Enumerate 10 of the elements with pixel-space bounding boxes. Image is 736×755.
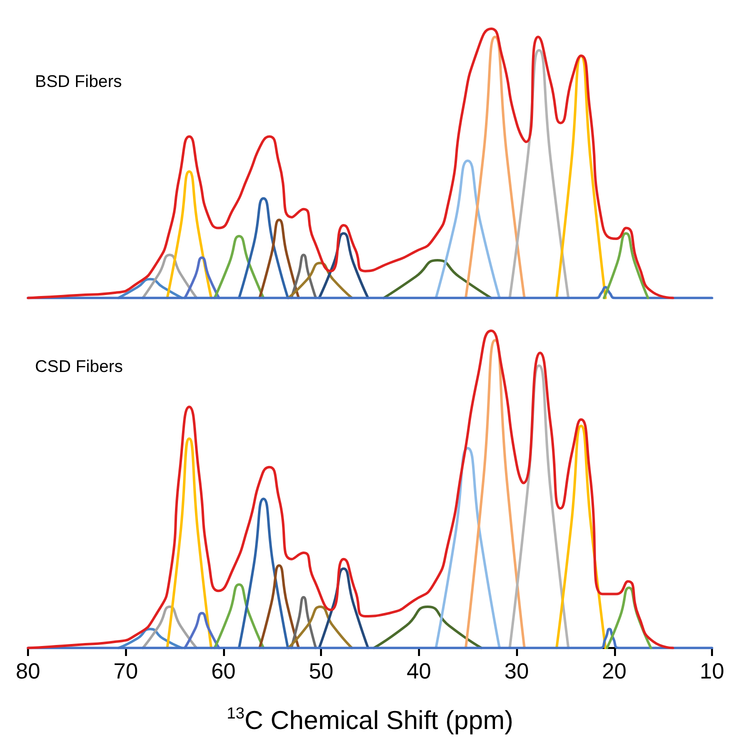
- x-tick-label: 10: [700, 658, 724, 684]
- x-tick-label: 80: [16, 658, 40, 684]
- x-tick-label: 60: [211, 658, 236, 684]
- text: BSD Fibers: [35, 72, 122, 91]
- x-tick-label: 70: [113, 658, 138, 684]
- x-tick-label: 20: [602, 658, 627, 684]
- x-tick-label: 50: [308, 658, 334, 684]
- x-tick-label: 30: [504, 658, 529, 684]
- x-tick-label: 40: [406, 658, 432, 684]
- text: CSD Fibers: [35, 357, 123, 376]
